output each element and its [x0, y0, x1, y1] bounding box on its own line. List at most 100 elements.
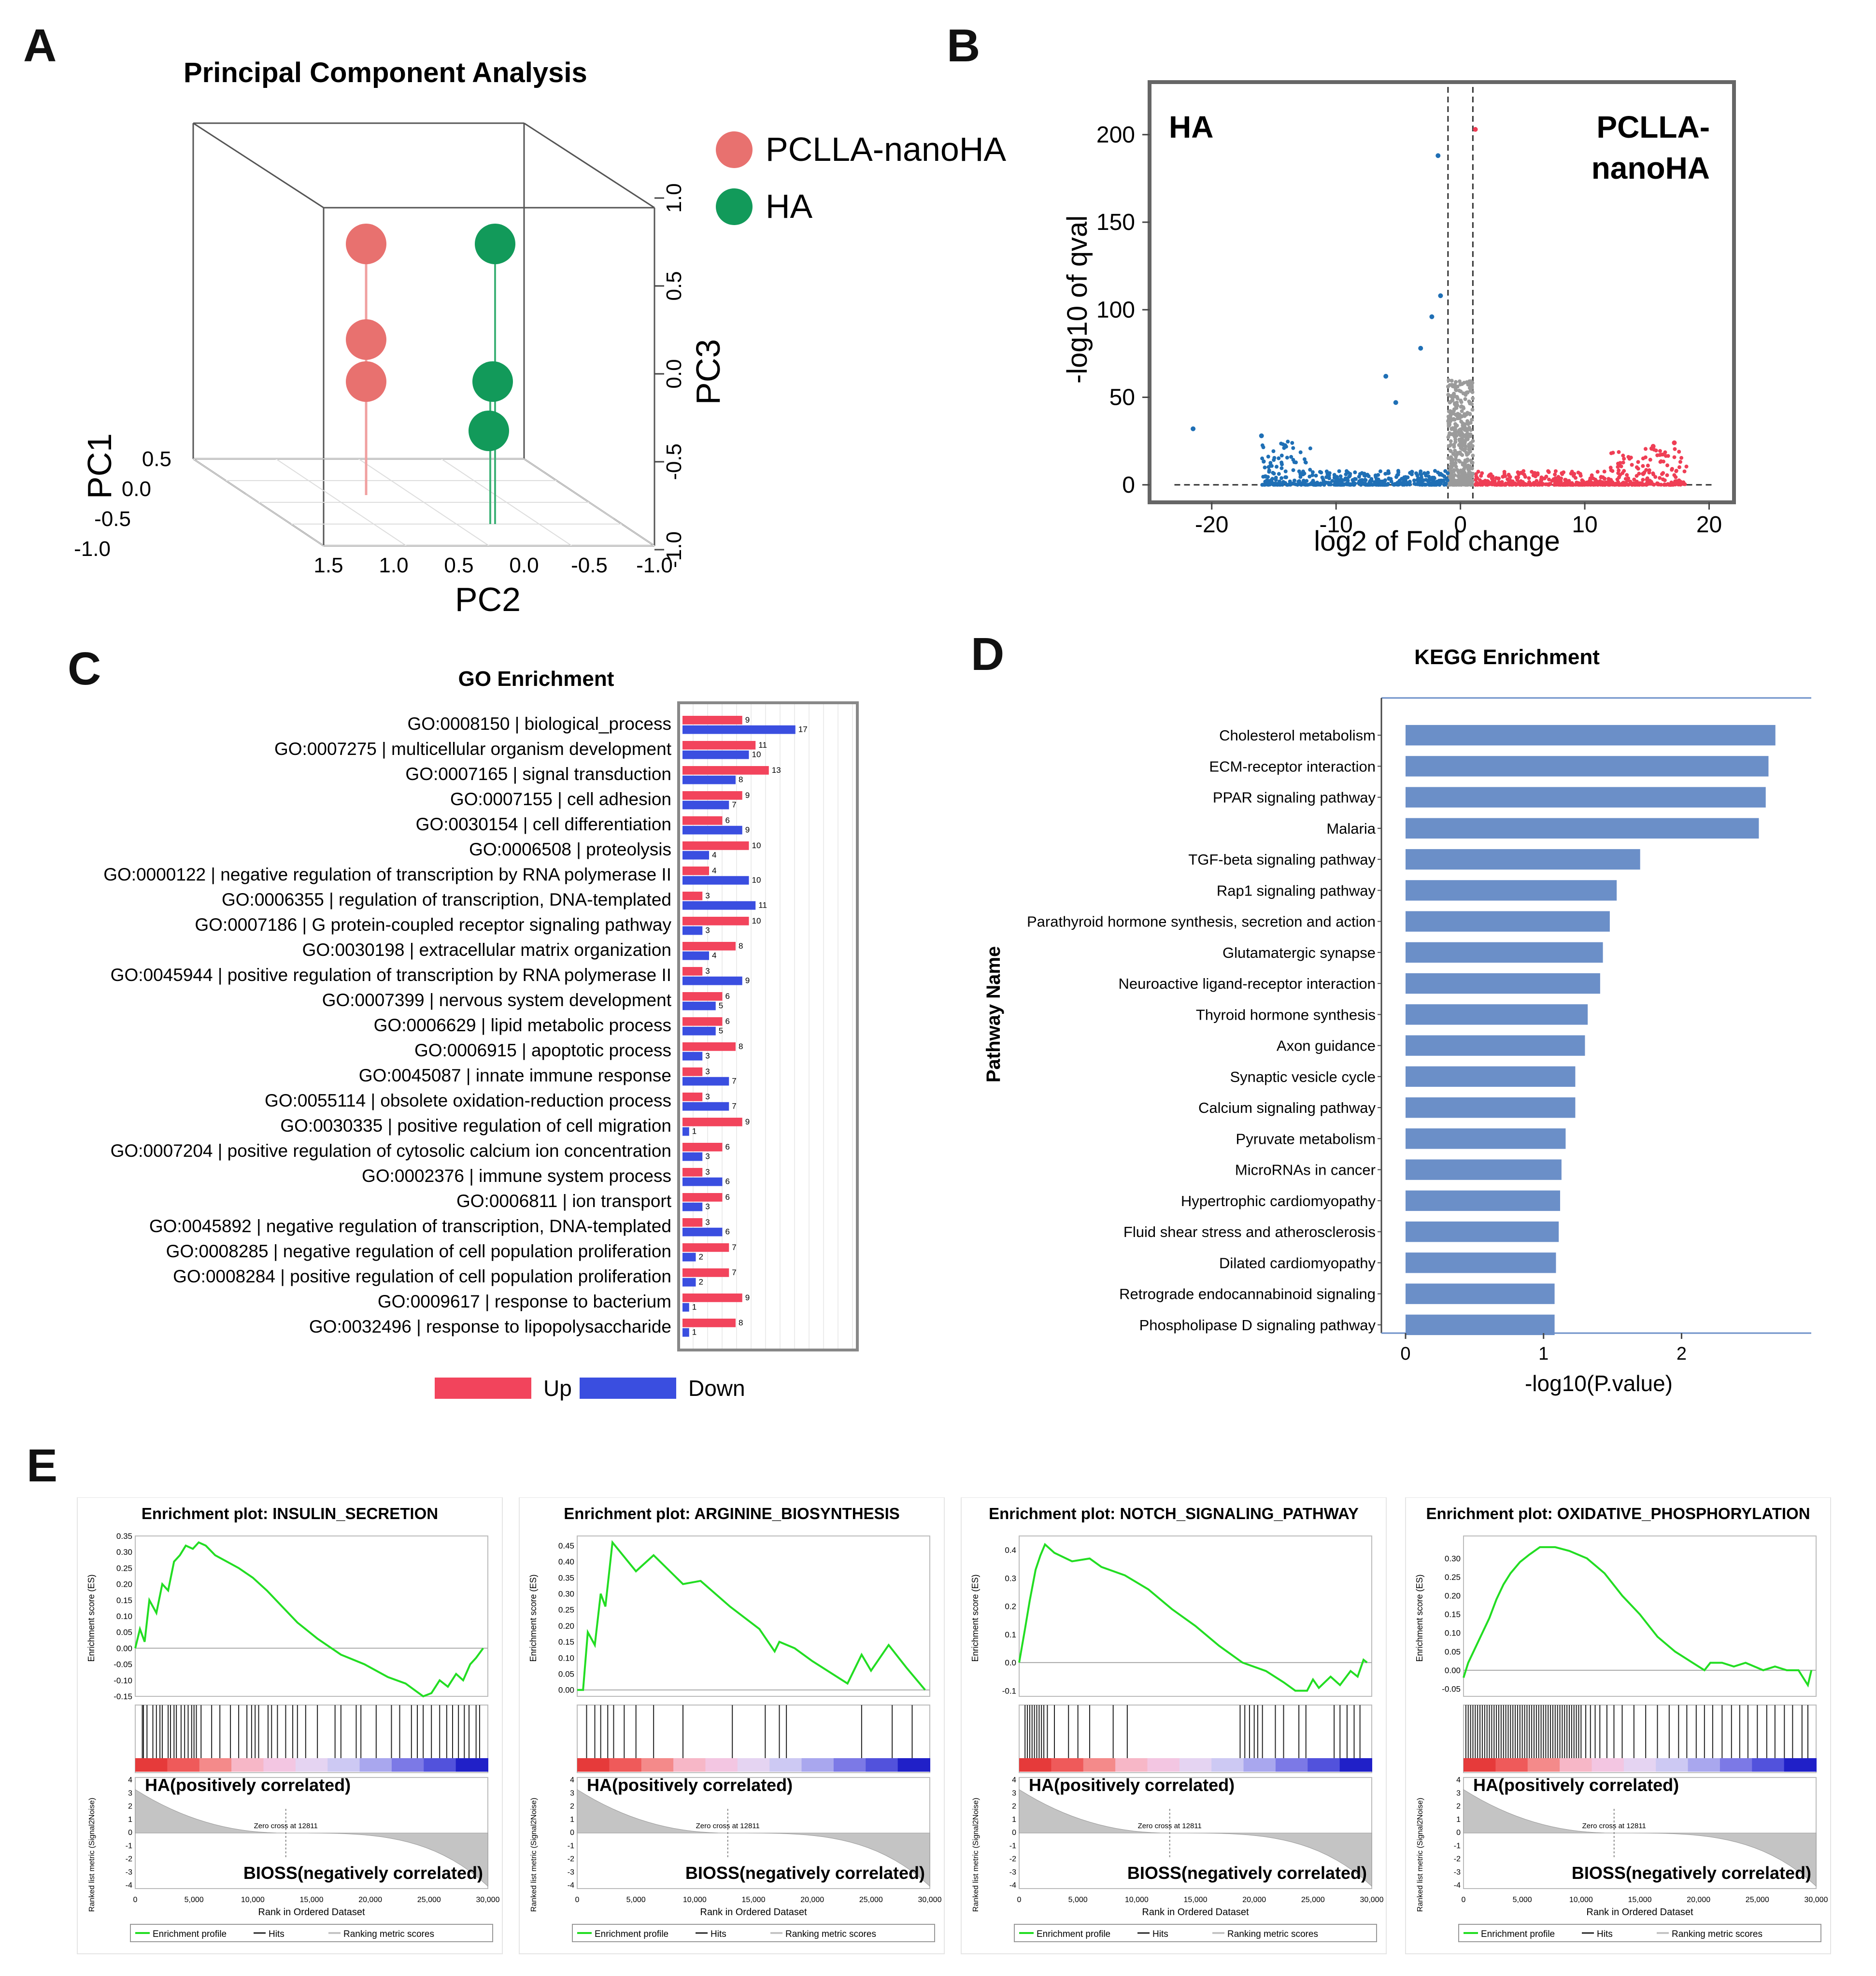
kegg-pathway-label: Hypertrophic cardiomyopathy	[1181, 1193, 1376, 1209]
gsea-plot-1: Enrichment plot: INSULIN_SECRETION 0.35 0.…	[77, 1497, 503, 1954]
volcano-point-ns	[1446, 393, 1450, 397]
pca-pc1-tick-label: 0.0	[122, 477, 151, 501]
volcano-point-up	[1531, 473, 1535, 478]
go-category-label: GO:0045944 | positive regulation of tran…	[111, 965, 671, 985]
pca-pc2-tick-label: 1.5	[313, 554, 343, 577]
volcano-point-down	[1378, 469, 1382, 473]
gsea-es-tick-label: 0.25	[1445, 1573, 1461, 1582]
go-bar-down	[682, 1001, 716, 1010]
gsea-es-tick-label: 0.00	[116, 1644, 132, 1653]
volcano-point-ns	[1448, 468, 1452, 472]
gsea-rank-tick-label: -1	[568, 1842, 574, 1850]
kegg-x-tick-label: 2	[1677, 1344, 1687, 1364]
volcano-point-up	[1678, 460, 1682, 464]
volcano-point-ns	[1448, 400, 1452, 405]
volcano-point-down	[1427, 480, 1431, 484]
gsea-rank-color-segment	[1464, 1758, 1496, 1772]
volcano-point-ns	[1468, 421, 1473, 425]
gsea-enrichment-curve	[577, 1540, 926, 1691]
volcano-point-up	[1646, 463, 1650, 468]
volcano-point-down	[1309, 482, 1313, 486]
volcano-point-up	[1516, 475, 1521, 480]
volcano-point-down	[1279, 460, 1284, 465]
go-bar-down	[682, 1026, 716, 1036]
volcano-point-down	[1437, 480, 1442, 484]
volcano-point-up	[1632, 477, 1636, 482]
gsea-es-axis-label: Enrichment score (ES)	[1415, 1574, 1424, 1662]
gsea-es-tick-label: 0.20	[116, 1580, 132, 1589]
go-bar-down	[682, 851, 709, 860]
gsea-rank-color-segment	[295, 1758, 328, 1772]
gsea-x-tick-label: 25,000	[859, 1896, 883, 1904]
go-enrichment-chart: GO Enrichment GO:0008150 | biological_pro…	[103, 667, 859, 1401]
kegg-pathway-label: Axon guidance	[1277, 1038, 1376, 1054]
kegg-pathway-label: Rap1 signaling pathway	[1217, 882, 1376, 899]
volcano-point-up	[1615, 477, 1620, 482]
kegg-bar	[1406, 849, 1640, 870]
kegg-bar	[1406, 880, 1617, 901]
volcano-point-up	[1622, 469, 1626, 473]
volcano-point-ns	[1450, 432, 1455, 436]
volcano-point-up	[1621, 460, 1625, 465]
go-bar-value: 1	[692, 1328, 696, 1337]
go-category-label: GO:0008284 | positive regulation of cell…	[173, 1266, 671, 1286]
gsea-ranking-metric-area	[1019, 1789, 1372, 1887]
gsea-rank-tick-label: 3	[128, 1789, 132, 1797]
pca-point-pclla-nanoha	[346, 319, 386, 360]
volcano-point-up	[1660, 472, 1664, 476]
go-bar-up	[682, 791, 742, 800]
panel-label-a: A	[23, 20, 57, 71]
volcano-point-down	[1308, 446, 1312, 451]
volcano-point-down	[1274, 475, 1278, 480]
volcano-point-down	[1427, 474, 1431, 479]
gsea-legend-label: Ranking metric scores	[1227, 1929, 1318, 1939]
gsea-rank-tick-label: 3	[570, 1789, 574, 1797]
volcano-point-up	[1547, 470, 1551, 474]
volcano-point-down	[1351, 483, 1355, 487]
gsea-rank-color-segment	[199, 1758, 232, 1772]
go-bar-value: 2	[699, 1252, 703, 1262]
volcano-point-down	[1289, 455, 1293, 459]
volcano-point-up	[1480, 483, 1485, 487]
kegg-title: KEGG Enrichment	[1414, 645, 1600, 669]
volcano-point-down	[1284, 444, 1288, 449]
volcano-point-up	[1670, 467, 1674, 471]
go-category-label: GO:0007275 | multicellular organism deve…	[274, 739, 672, 759]
gsea-rank-color-segment	[1275, 1758, 1308, 1772]
gsea-es-tick-label: 0.35	[558, 1573, 574, 1582]
gsea-es-tick-label: 0.15	[116, 1596, 132, 1605]
go-category-label: GO:0006811 | ion transport	[456, 1191, 672, 1211]
volcano-point-down	[1263, 465, 1267, 469]
gsea-x-label: Rank in Ordered Dataset	[258, 1907, 365, 1918]
gsea-rank-color-segment	[1308, 1758, 1340, 1772]
volcano-point-up	[1632, 481, 1636, 485]
volcano-point-up	[1474, 477, 1478, 482]
gsea-negative-label: BIOSS(negatively correlated)	[1572, 1863, 1811, 1883]
pca-pc2-tick-label: -0.5	[571, 554, 608, 577]
go-bar-down	[682, 901, 756, 910]
gsea-x-tick-label: 5,000	[626, 1896, 646, 1904]
volcano-point-down	[1319, 470, 1323, 475]
go-bar-value: 7	[732, 800, 736, 810]
gsea-es-tick-label: -0.1	[1002, 1686, 1016, 1695]
volcano-point-down	[1396, 470, 1401, 474]
gsea-plot-3: Enrichment plot: NOTCH_SIGNALING_PATHWAY…	[961, 1497, 1387, 1954]
gsea-legend-label: Hits	[1597, 1929, 1613, 1939]
go-bar-down	[682, 1052, 703, 1061]
go-category-label: GO:0000122 | negative regulation of tran…	[103, 865, 671, 884]
volcano-point-ns	[1451, 452, 1455, 456]
volcano-point-ns	[1467, 386, 1472, 390]
volcano-point-up	[1553, 469, 1558, 473]
gsea-rank-color-segment	[897, 1758, 930, 1772]
volcano-point-ns	[1468, 447, 1472, 452]
kegg-pathway-label: Malaria	[1326, 820, 1376, 837]
volcano-point-ns	[1465, 390, 1470, 395]
go-bar-value: 6	[725, 1017, 730, 1026]
volcano-point-down	[1389, 477, 1393, 481]
go-category-label: GO:0008285 | negative regulation of cell…	[166, 1241, 671, 1261]
gsea-es-tick-label: 0.20	[1445, 1592, 1461, 1601]
volcano-point-ns	[1450, 457, 1454, 461]
gsea-es-frame	[1463, 1535, 1817, 1697]
volcano-point-down	[1303, 460, 1308, 465]
gsea-x-tick-label: 30,000	[918, 1896, 942, 1904]
